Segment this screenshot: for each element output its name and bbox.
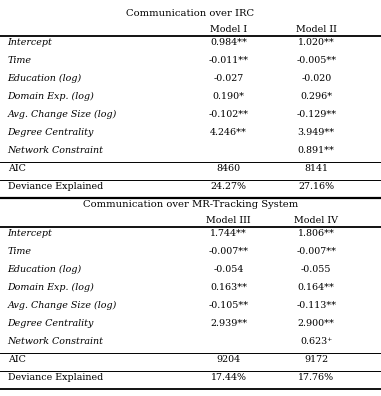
Text: 2.900**: 2.900** [298,319,335,327]
Text: -0.011**: -0.011** [209,55,248,65]
Text: -0.007**: -0.007** [296,247,336,255]
Text: Domain Exp. (log): Domain Exp. (log) [8,91,94,101]
Text: AIC: AIC [8,355,26,364]
Text: Intercept: Intercept [8,228,53,238]
Text: Network Constraint: Network Constraint [8,146,104,155]
Text: Education (log): Education (log) [8,265,82,274]
Text: Deviance Explained: Deviance Explained [8,182,103,191]
Text: 1.020**: 1.020** [298,38,335,47]
Text: Education (log): Education (log) [8,74,82,83]
Text: -0.113**: -0.113** [296,301,336,310]
Text: 8141: 8141 [304,164,328,173]
Text: 17.76%: 17.76% [298,373,334,382]
Text: 1.806**: 1.806** [298,228,335,238]
Text: Deviance Explained: Deviance Explained [8,373,103,382]
Text: 0.891**: 0.891** [298,146,335,155]
Text: Model IV: Model IV [294,216,338,225]
Text: 1.744**: 1.744** [210,228,247,238]
Text: -0.105**: -0.105** [208,301,249,310]
Text: Model II: Model II [296,25,337,34]
Text: 27.16%: 27.16% [298,182,334,191]
Text: Degree Centrality: Degree Centrality [8,319,94,327]
Text: -0.055: -0.055 [301,265,331,274]
Text: AIC: AIC [8,164,26,173]
Text: 24.27%: 24.27% [211,182,247,191]
Text: Avg. Change Size (log): Avg. Change Size (log) [8,110,117,119]
Text: 8460: 8460 [216,164,241,173]
Text: 2.939**: 2.939** [210,319,247,327]
Text: Communication over MR-Tracking System: Communication over MR-Tracking System [83,200,298,209]
Text: 0.163**: 0.163** [210,283,247,291]
Text: Time: Time [8,55,32,65]
Text: Time: Time [8,247,32,255]
Text: Network Constraint: Network Constraint [8,337,104,346]
Text: Model III: Model III [206,216,251,225]
Text: 3.949**: 3.949** [298,128,335,137]
Text: 9172: 9172 [304,355,328,364]
Text: -0.129**: -0.129** [296,110,336,119]
Text: 17.44%: 17.44% [211,373,247,382]
Text: Communication over IRC: Communication over IRC [126,9,255,18]
Text: 0.190*: 0.190* [213,91,245,101]
Text: 9204: 9204 [216,355,241,364]
Text: -0.007**: -0.007** [209,247,248,255]
Text: 0.296*: 0.296* [300,91,332,101]
Text: Intercept: Intercept [8,38,53,47]
Text: -0.054: -0.054 [213,265,244,274]
Text: 0.984**: 0.984** [210,38,247,47]
Text: Avg. Change Size (log): Avg. Change Size (log) [8,301,117,310]
Text: Model I: Model I [210,25,247,34]
Text: 4.246**: 4.246** [210,128,247,137]
Text: 0.623⁺: 0.623⁺ [300,337,332,346]
Text: -0.027: -0.027 [213,74,244,83]
Text: -0.102**: -0.102** [209,110,248,119]
Text: Degree Centrality: Degree Centrality [8,128,94,137]
Text: -0.005**: -0.005** [296,55,336,65]
Text: 0.164**: 0.164** [298,283,335,291]
Text: Domain Exp. (log): Domain Exp. (log) [8,283,94,292]
Text: -0.020: -0.020 [301,74,331,83]
